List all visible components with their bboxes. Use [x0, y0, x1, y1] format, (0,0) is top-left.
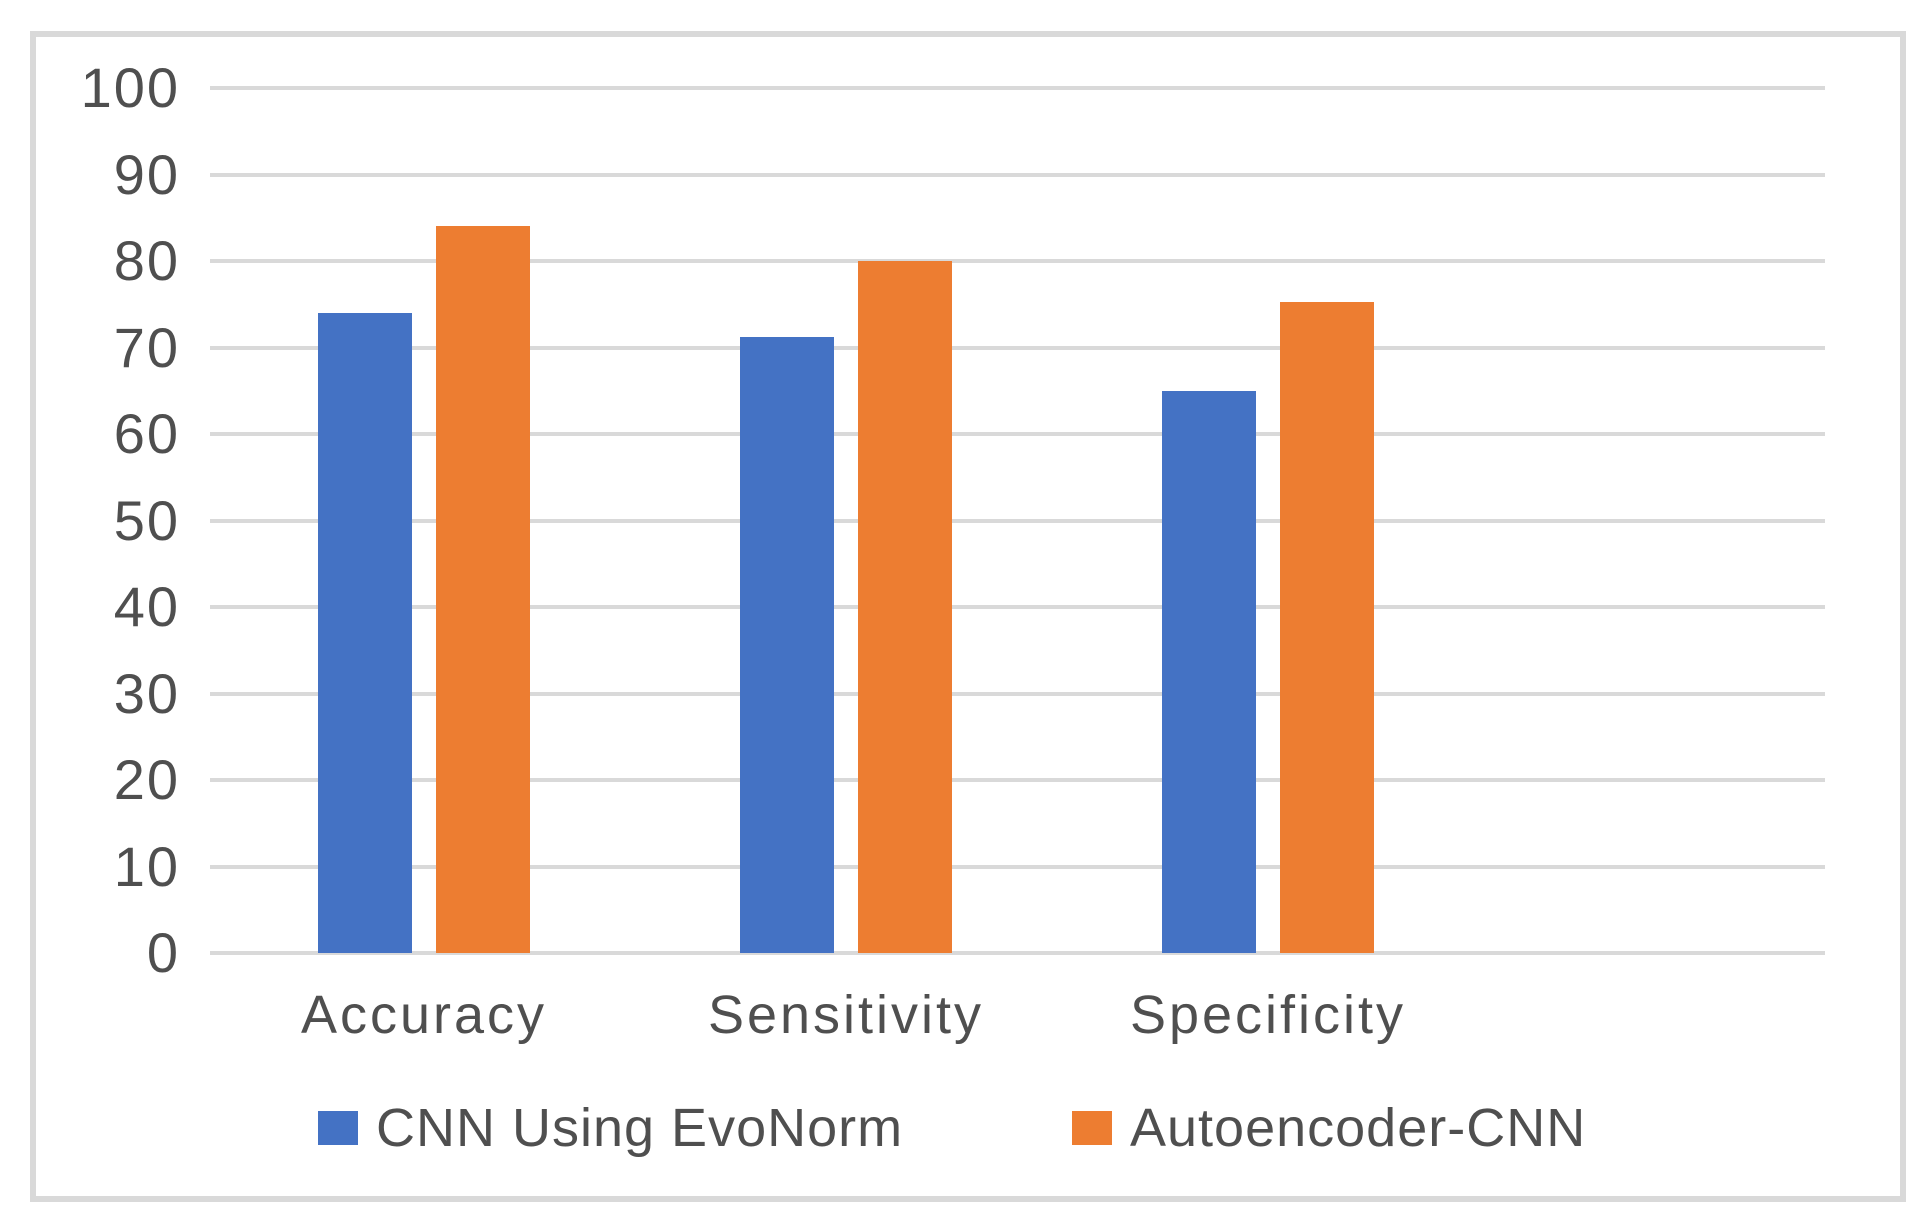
bar-autoencoder-cnn-accuracy — [436, 226, 530, 953]
y-axis-tick-label: 60 — [113, 402, 180, 465]
x-axis-label-sensitivity: Sensitivity — [707, 985, 985, 1045]
legend-entry-autoencoder-cnn: Autoencoder-CNN — [1072, 1100, 1586, 1156]
y-axis-tick-label: 10 — [113, 834, 180, 898]
legend-swatch-orange-icon — [1072, 1111, 1112, 1145]
bar-cnn-using-evonorm-specificity — [1162, 390, 1256, 953]
y-axis-tick-label: 80 — [113, 229, 180, 292]
bar-autoencoder-cnn-sensitivity — [858, 261, 952, 953]
y-axis-tick-label: 30 — [113, 661, 180, 725]
bar-cnn-using-evonorm-accuracy — [318, 312, 412, 953]
y-axis-tick-label: 40 — [113, 575, 180, 638]
gridline — [210, 951, 1825, 955]
legend-label: Autoencoder-CNN — [1130, 1098, 1587, 1158]
gridline — [210, 432, 1825, 436]
x-axis-label-specificity: Specificity — [1129, 985, 1407, 1045]
y-axis-tick-label: 100 — [80, 56, 180, 119]
gridline — [210, 172, 1825, 177]
y-axis-tick-label: 50 — [113, 488, 180, 552]
y-axis-tick-label: 70 — [113, 315, 180, 379]
gridline — [210, 259, 1825, 263]
y-axis-tick-label: 0 — [146, 921, 180, 984]
legend-label: CNN Using EvoNorm — [376, 1098, 904, 1158]
bar-autoencoder-cnn-specificity — [1280, 301, 1374, 953]
gridline — [210, 691, 1825, 696]
gridline — [210, 345, 1825, 350]
gridline — [210, 518, 1825, 523]
y-axis-tick-label: 90 — [113, 142, 180, 206]
legend-swatch-blue-icon — [318, 1111, 358, 1145]
gridline — [210, 605, 1825, 609]
gridline — [210, 86, 1825, 90]
legend-entry-cnn-using-evonorm: CNN Using EvoNorm — [318, 1100, 903, 1156]
gridline — [210, 864, 1825, 869]
y-axis-tick-label: 20 — [113, 748, 180, 811]
bar-cnn-using-evonorm-sensitivity — [740, 337, 834, 953]
gridline — [210, 778, 1825, 782]
x-axis-label-accuracy: Accuracy — [300, 985, 548, 1045]
plot-area — [210, 86, 1825, 955]
